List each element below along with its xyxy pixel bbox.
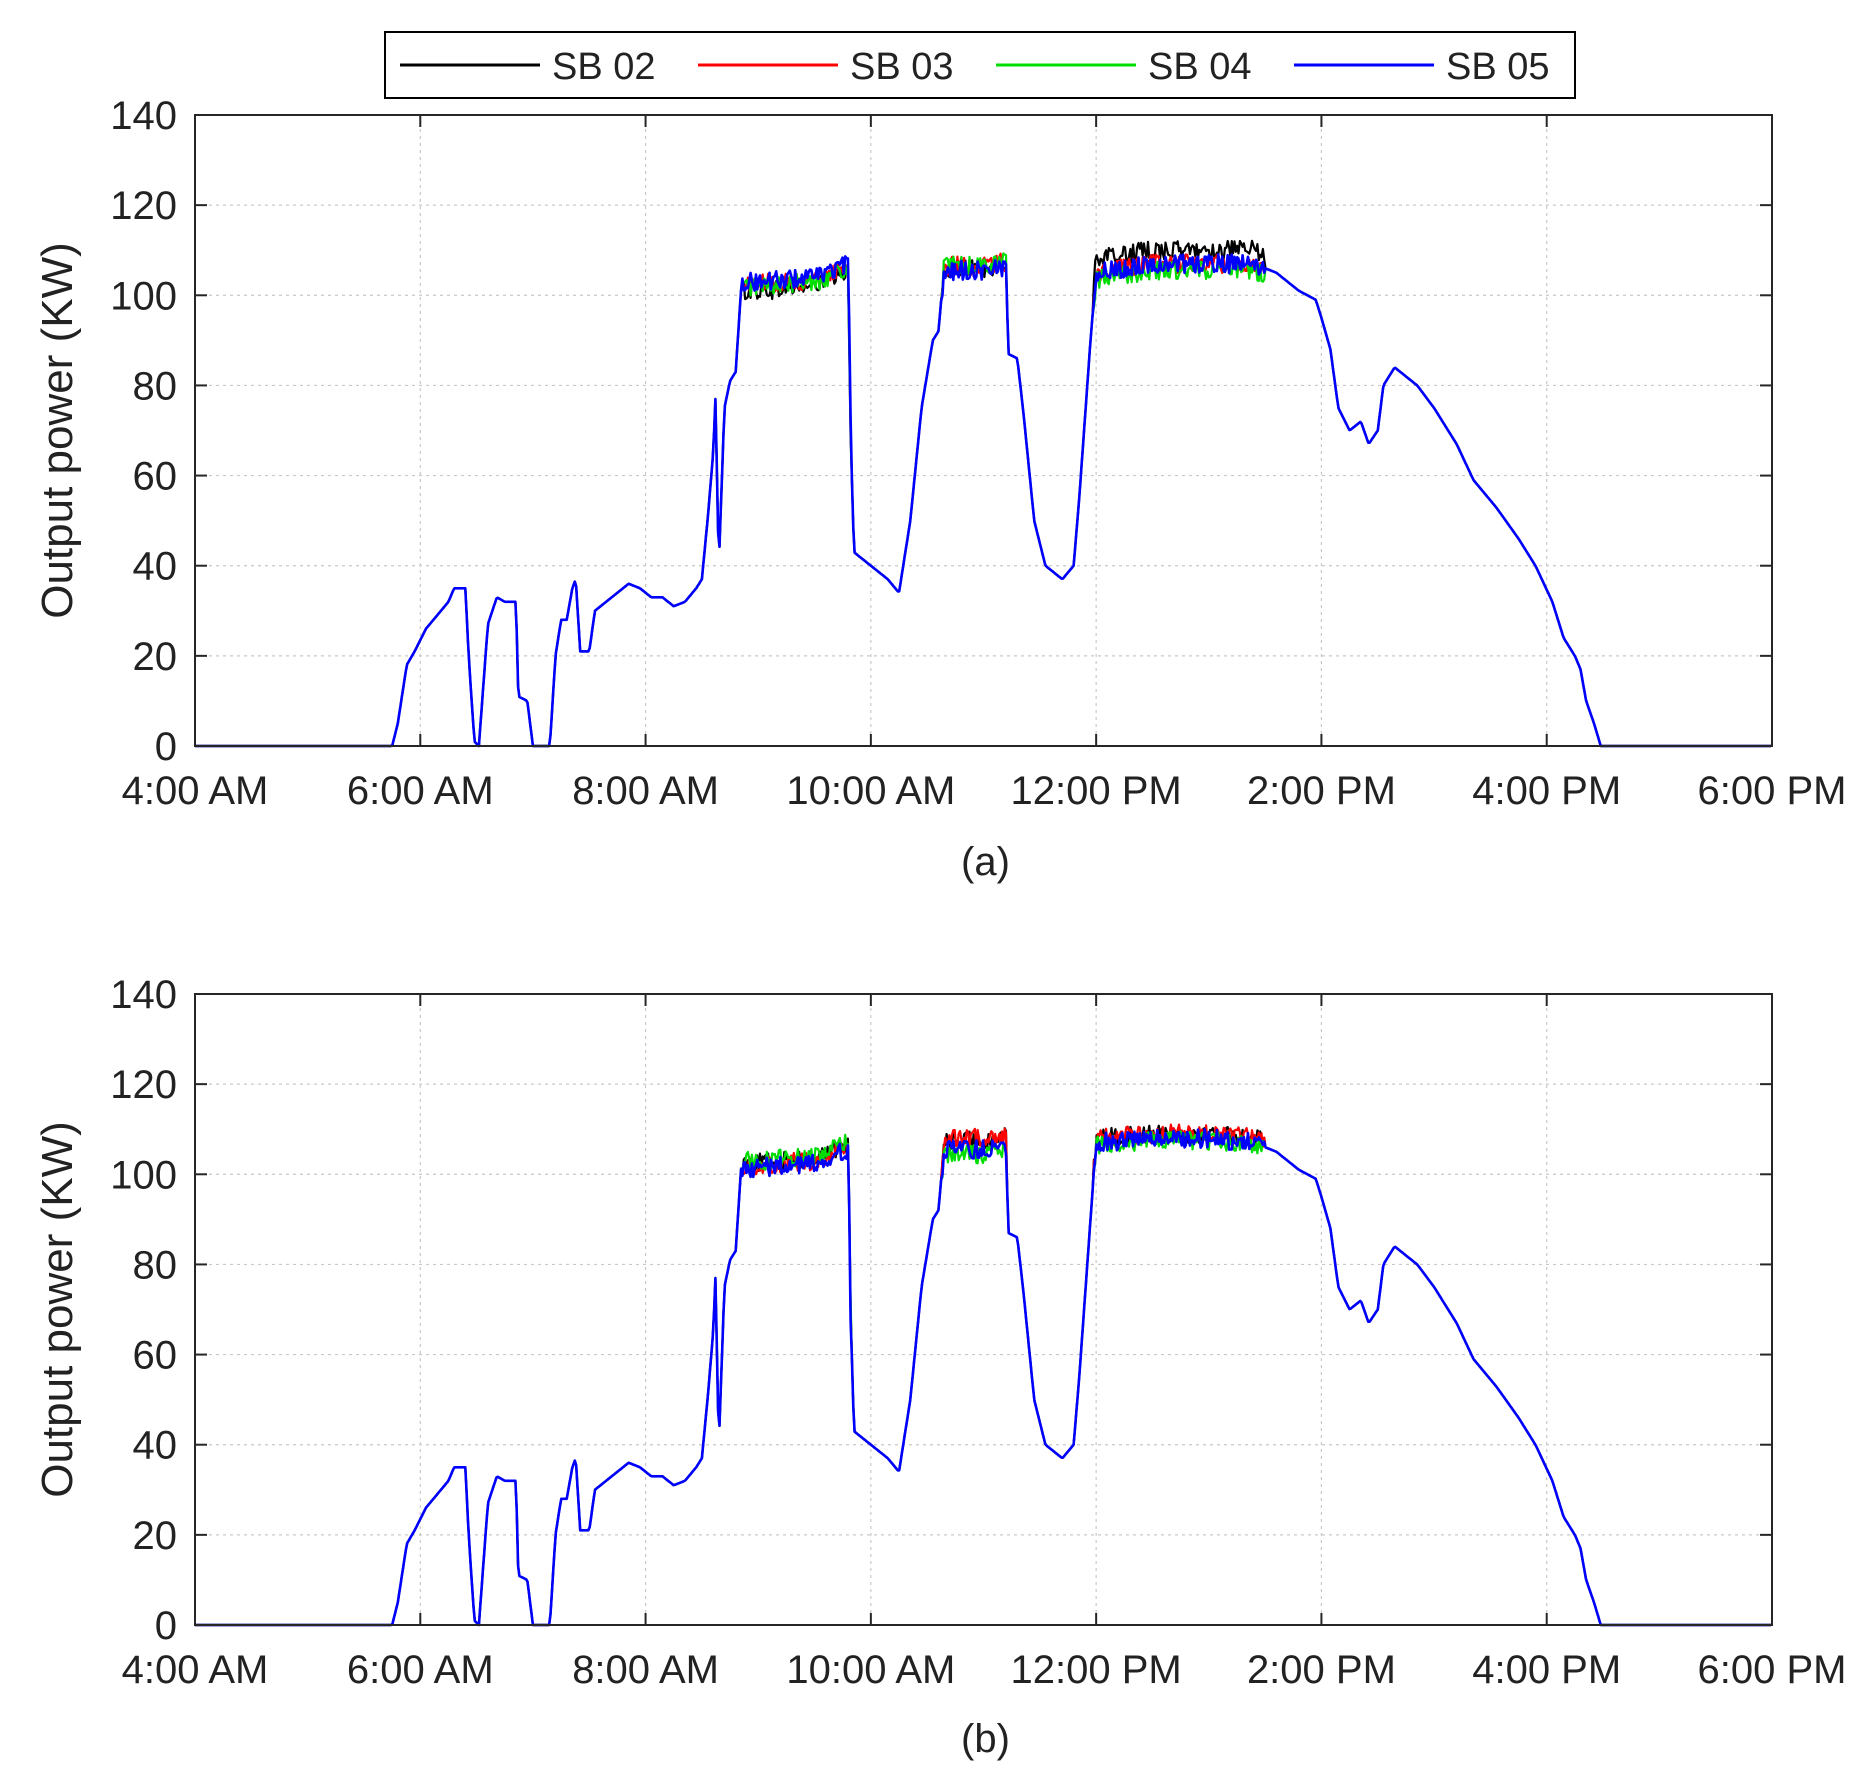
x-tick-label: 10:00 AM — [786, 1648, 955, 1692]
panel-b: 4:00 AM 6:00 AM 8:00 AM 10:00 AM 12:00 PM 2:0… — [33, 973, 1846, 1761]
y-tick-label: 140 — [110, 973, 177, 1017]
legend-label: SB 04 — [1148, 46, 1252, 88]
axes-box — [194, 993, 1773, 1626]
y-tick-label: 40 — [133, 1424, 178, 1468]
x-tick-label: 6:00 PM — [1698, 769, 1847, 813]
y-tick-label: 100 — [110, 274, 177, 318]
plot-area — [195, 115, 1772, 746]
axes-box — [194, 114, 1773, 747]
x-tick-label: 2:00 PM — [1247, 769, 1396, 813]
x-tick-label: 4:00 PM — [1472, 769, 1621, 813]
panel-a: 4:00 AM 6:00 AM 8:00 AM 10:00 AM 12:00 PM 2:0… — [33, 94, 1846, 884]
x-tick-label: 4:00 AM — [122, 769, 269, 813]
y-tick-label: 20 — [133, 635, 178, 679]
x-tick-label: 6:00 AM — [347, 769, 494, 813]
legend-label: SB 02 — [552, 46, 656, 88]
y-tick-label: 0 — [155, 1604, 177, 1648]
y-axis-label: Output power (KW) — [33, 1121, 82, 1498]
x-tick-label: 6:00 AM — [347, 1648, 494, 1692]
x-tick-label: 4:00 PM — [1472, 1648, 1621, 1692]
y-axis-label: Output power (KW) — [33, 242, 82, 619]
y-tick-label: 20 — [133, 1514, 178, 1558]
y-tick-label: 120 — [110, 1063, 177, 1107]
y-tick-label: 140 — [110, 94, 177, 138]
subfigure-caption: (b) — [961, 1717, 1010, 1761]
y-tick-label: 100 — [110, 1153, 177, 1197]
x-tick-label: 8:00 AM — [572, 769, 719, 813]
x-tick-label: 12:00 PM — [1011, 769, 1182, 813]
x-tick-label: 6:00 PM — [1698, 1648, 1847, 1692]
y-tick-label: 40 — [133, 545, 178, 589]
y-tick-label: 60 — [133, 1334, 178, 1378]
legend-label: SB 05 — [1446, 46, 1550, 88]
x-tick-label: 4:00 AM — [122, 1648, 269, 1692]
subfigure-caption: (a) — [961, 840, 1010, 884]
y-tick-label: 0 — [155, 725, 177, 769]
x-tick-label: 12:00 PM — [1011, 1648, 1182, 1692]
y-tick-label: 60 — [133, 455, 178, 499]
y-tick-label: 80 — [133, 1243, 178, 1287]
y-tick-label: 80 — [133, 364, 178, 408]
legend-label: SB 03 — [850, 46, 954, 88]
x-tick-label: 10:00 AM — [786, 769, 955, 813]
series-line-sb-05 — [195, 253, 1772, 748]
y-tick-label: 120 — [110, 184, 177, 228]
series-line-sb-05 — [195, 1128, 1772, 1627]
plot-area — [195, 994, 1772, 1625]
x-tick-label: 2:00 PM — [1247, 1648, 1396, 1692]
legend: SB 02 SB 03 SB 04 SB 05 — [384, 31, 1576, 99]
x-tick-label: 8:00 AM — [572, 1648, 719, 1692]
